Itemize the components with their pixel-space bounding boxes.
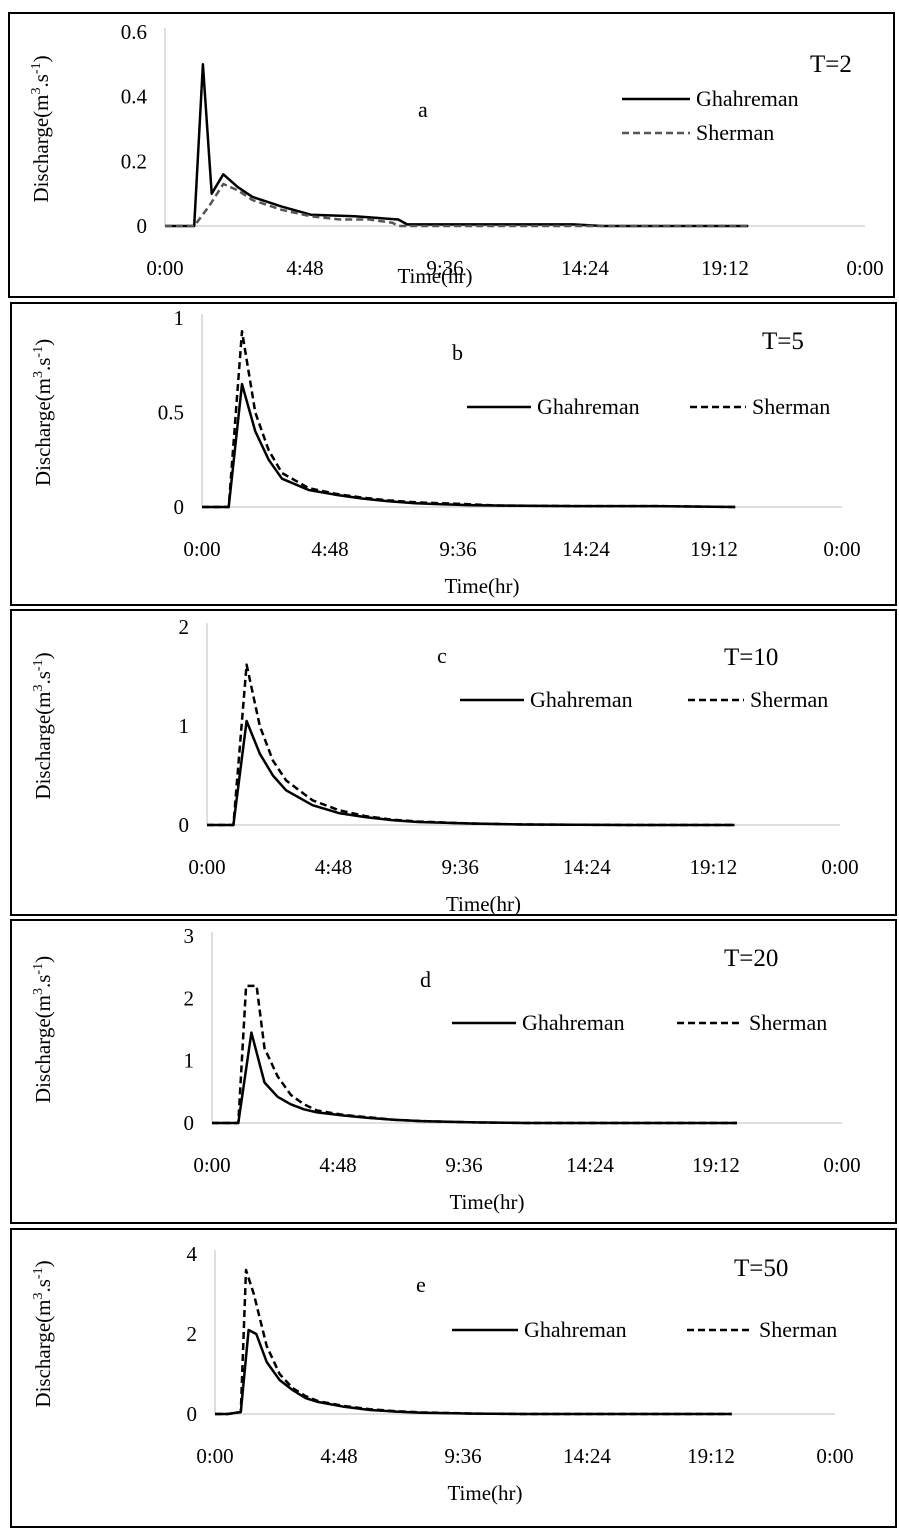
chart-svg-c: 0 1 2 0:00 4:48 9:36 14:24 19:12 0:00 Time(hr) Dis… (31, 615, 859, 916)
x-tick-label: 9:36 (426, 256, 463, 280)
x-axis-title: Time(hr) (397, 264, 472, 288)
y-tick-label: 0 (179, 813, 190, 837)
x-tick-label: 9:36 (442, 855, 479, 879)
return-period-label: T=10 (724, 644, 778, 671)
x-tick-label: 0:00 (823, 1153, 860, 1177)
x-tick-label: 0:00 (146, 256, 183, 280)
chart-panel-d: 0 1 2 3 0:00 4:48 9:36 14:24 19:12 0:00 Time(hr) Di… (10, 919, 897, 1224)
series-line-sherman (207, 663, 735, 827)
legend-label-sherman: Sherman (752, 394, 830, 419)
x-tick-label: 14:24 (562, 537, 610, 561)
y-tick-label: 0 (174, 495, 185, 519)
y-tick-label: 0 (184, 1111, 195, 1135)
series-line-ghahreman (207, 719, 735, 827)
y-tick-label: 0 (137, 214, 148, 238)
panel-letter: c (437, 643, 447, 668)
x-tick-label: 0:00 (188, 855, 225, 879)
y-tick-label: 0.2 (121, 149, 147, 173)
y-tick-label: 2 (187, 1322, 198, 1346)
x-tick-label: 0:00 (183, 537, 220, 561)
x-tick-label: 4:48 (311, 537, 348, 561)
x-tick-label: 14:24 (561, 256, 609, 280)
legend-label-sherman: Sherman (759, 1317, 837, 1342)
y-axis-title: Discharge(m3.s-1) (31, 339, 55, 486)
x-tick-label: 0:00 (821, 855, 858, 879)
x-tick-label: 9:36 (439, 537, 476, 561)
y-tick-label: 1 (184, 1049, 195, 1073)
panel-letter: e (416, 1272, 426, 1297)
y-axis-title: Discharge(m3.s-1) (31, 956, 55, 1103)
x-tick-label: 9:36 (444, 1444, 481, 1468)
legend-label-ghahreman: Ghahreman (530, 687, 633, 712)
x-tick-label: 0:00 (823, 537, 860, 561)
x-axis-title: Time(hr) (449, 1190, 524, 1214)
x-tick-label: 0:00 (193, 1153, 230, 1177)
legend-label-sherman: Sherman (696, 120, 774, 145)
y-axis-title: Discharge(m3.s-1) (29, 55, 53, 202)
x-tick-label: 9:36 (445, 1153, 482, 1177)
x-axis-title: Time(hr) (444, 574, 519, 598)
chart-panel-a: 0 0.2 0.4 0.6 0:00 4:48 9:36 14:24 19:12 0:00 Time… (8, 12, 895, 298)
y-tick-label: 0 (187, 1402, 198, 1426)
return-period-label: T=2 (810, 51, 852, 78)
x-tick-label: 19:12 (701, 256, 749, 280)
chart-panel-c: 0 1 2 0:00 4:48 9:36 14:24 19:12 0:00 Time(hr) Dis… (10, 609, 897, 916)
series-line-ghahreman (165, 63, 749, 228)
series-line-sherman (202, 329, 736, 509)
legend-label-sherman: Sherman (749, 1010, 827, 1035)
chart-panel-b: 0 0.5 1 0:00 4:48 9:36 14:24 19:12 0:00 Time(hr) D… (10, 302, 897, 606)
y-tick-label: 0.4 (121, 85, 148, 109)
x-axis-title: Time(hr) (447, 1481, 522, 1505)
legend-label-sherman: Sherman (750, 687, 828, 712)
legend-label-ghahreman: Ghahreman (537, 394, 640, 419)
legend-label-ghahreman: Ghahreman (524, 1317, 627, 1342)
y-tick-label: 2 (184, 986, 195, 1010)
panel-letter: d (420, 967, 431, 992)
x-tick-label: 0:00 (846, 256, 883, 280)
return-period-label: T=20 (724, 945, 778, 972)
x-tick-label: 14:24 (566, 1153, 614, 1177)
y-tick-label: 0.6 (121, 20, 147, 44)
x-axis-title: Time(hr) (446, 892, 521, 916)
x-tick-label: 4:48 (286, 256, 323, 280)
series-line-ghahreman (212, 1031, 737, 1125)
y-tick-label: 1 (179, 714, 190, 738)
legend-label-ghahreman: Ghahreman (522, 1010, 625, 1035)
legend-label-ghahreman: Ghahreman (696, 86, 799, 111)
series-line-sherman (165, 182, 749, 228)
series-line-sherman (215, 1268, 732, 1416)
series-line-ghahreman (215, 1328, 732, 1416)
x-tick-label: 19:12 (690, 537, 738, 561)
chart-svg-b: 0 0.5 1 0:00 4:48 9:36 14:24 19:12 0:00 Time(hr) D… (31, 306, 861, 598)
y-tick-label: 1 (174, 306, 185, 330)
chart-svg-a: 0 0.2 0.4 0.6 0:00 4:48 9:36 14:24 19:12 0:00 Time… (29, 20, 884, 288)
return-period-label: T=50 (734, 1255, 788, 1282)
series-line-ghahreman (202, 382, 736, 509)
y-tick-label: 0.5 (158, 401, 184, 425)
x-tick-label: 4:48 (315, 855, 352, 879)
panel-letter: b (452, 340, 463, 365)
x-tick-label: 4:48 (319, 1153, 356, 1177)
y-tick-label: 4 (187, 1242, 198, 1266)
x-tick-label: 19:12 (689, 855, 737, 879)
x-tick-label: 4:48 (320, 1444, 357, 1468)
chart-panel-e: 0 2 4 0:00 4:48 9:36 14:24 19:12 0:00 Time(hr) Dis… (10, 1228, 897, 1528)
series-line-sherman (212, 984, 737, 1125)
x-tick-label: 0:00 (816, 1444, 853, 1468)
y-tick-label: 2 (179, 615, 190, 639)
chart-svg-d: 0 1 2 3 0:00 4:48 9:36 14:24 19:12 0:00 Time(hr) Di… (31, 924, 861, 1214)
x-tick-label: 19:12 (687, 1444, 735, 1468)
chart-svg-e: 0 2 4 0:00 4:48 9:36 14:24 19:12 0:00 Time(hr) Dis… (31, 1242, 854, 1505)
x-tick-label: 14:24 (563, 1444, 611, 1468)
y-axis-title: Discharge(m3.s-1) (31, 1260, 55, 1407)
panel-letter: a (418, 97, 428, 122)
x-tick-label: 14:24 (563, 855, 611, 879)
y-axis-title: Discharge(m3.s-1) (31, 652, 55, 799)
y-tick-label: 3 (184, 924, 195, 948)
x-tick-label: 0:00 (196, 1444, 233, 1468)
x-tick-label: 19:12 (692, 1153, 740, 1177)
return-period-label: T=5 (762, 328, 804, 355)
